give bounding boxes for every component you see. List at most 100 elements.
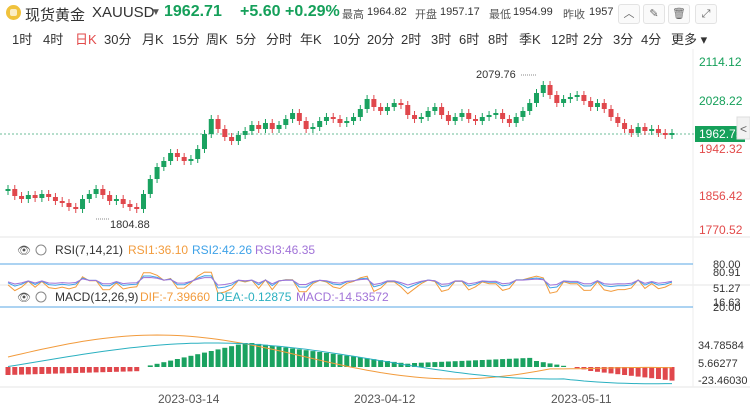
macd-bar (445, 361, 451, 367)
macd-bar (195, 354, 201, 367)
date-axis-label: 2023-03-14 (158, 392, 220, 406)
macd-bar (222, 347, 228, 367)
gear-icon[interactable] (35, 244, 47, 256)
candle-body (547, 85, 553, 95)
stat-low-value: 1954.99 (513, 6, 553, 18)
chart-area[interactable]: 2079.76 1804.88 2114.12 2028.22 1962.73 … (0, 49, 750, 409)
candle-body (195, 149, 201, 159)
tab-8[interactable]: 分时 (266, 32, 293, 47)
candle-body (574, 95, 580, 97)
macd-eye-icon[interactable]: 👁 (17, 292, 31, 304)
tab-12[interactable]: 2时 (401, 32, 422, 47)
candle-body (371, 99, 377, 107)
tab-16[interactable]: 季K (519, 32, 541, 47)
rsi3-line (7, 276, 673, 286)
candle-body (581, 95, 587, 101)
macd-bar (188, 355, 194, 367)
tab-11[interactable]: 20分 (367, 32, 395, 47)
candle-body (5, 189, 11, 191)
macd-bar (615, 367, 621, 375)
tab-2[interactable]: 日K (75, 32, 97, 47)
macd-gear-icon[interactable] (35, 291, 47, 303)
candle-body (459, 113, 465, 117)
tab-18[interactable]: 2分 (583, 32, 604, 47)
candle-body (337, 119, 343, 123)
macd-bar (80, 367, 86, 373)
macd-bar (181, 357, 187, 367)
macd-bar (412, 363, 418, 367)
period-tabs: 1时 4时 日K 30分 月K 15分 周K 5分 分时 年K 10分 20分 2时 3时 6时 8时 季K 12… (0, 27, 750, 49)
macd-bar (276, 346, 282, 367)
macd-axis-label: 5.66277 (698, 358, 738, 370)
candle-body (59, 201, 65, 203)
rsi-axis-label: 51.27 (713, 283, 741, 295)
candle-body (635, 127, 641, 133)
candle-body (134, 207, 140, 209)
macd-bar (527, 357, 533, 367)
candle-body (283, 119, 289, 125)
tab-14[interactable]: 6时 (459, 32, 480, 47)
tab-10[interactable]: 10分 (333, 32, 361, 47)
candle-body (418, 117, 424, 119)
stat-high-value: 1964.82 (367, 6, 407, 18)
candle-body (161, 161, 167, 167)
macd-bar (520, 358, 526, 367)
side-arrow-icon[interactable]: < (740, 122, 747, 136)
candle-body (642, 127, 648, 131)
trash-icon[interactable]: 🗑 (668, 4, 690, 24)
macd-bar (459, 360, 465, 367)
tab-0[interactable]: 1时 (12, 32, 33, 47)
tab-6[interactable]: 周K (206, 32, 228, 47)
candle-body (473, 119, 479, 121)
tab-15[interactable]: 8时 (488, 32, 509, 47)
macd-bar (154, 363, 160, 367)
macd-bar (52, 367, 58, 374)
tab-19[interactable]: 3分 (613, 32, 634, 47)
tab-13[interactable]: 3时 (431, 32, 452, 47)
dif-line (7, 334, 673, 380)
tab-9[interactable]: 年K (300, 32, 322, 47)
candle-body (486, 115, 492, 117)
collapse-icon[interactable]: ︿ (618, 4, 640, 24)
candle-body (269, 123, 275, 129)
candle-body (439, 107, 445, 115)
edit-icon[interactable]: ✎ (643, 4, 665, 24)
tab-4[interactable]: 月K (142, 32, 164, 47)
tab-5[interactable]: 15分 (172, 32, 200, 47)
macd-bar (533, 361, 539, 367)
candle-body (513, 117, 519, 123)
candle-body (39, 194, 45, 198)
expand-icon[interactable]: ⤢ (695, 4, 717, 24)
tab-7[interactable]: 5分 (236, 32, 257, 47)
macd-bar (398, 362, 404, 367)
symbol-dropdown-icon[interactable]: ▼ (151, 7, 161, 18)
tab-17[interactable]: 12时 (551, 32, 579, 47)
eye-icon[interactable]: 👁 (17, 245, 31, 257)
candle-body (567, 97, 573, 99)
candle-body (323, 117, 329, 121)
macd-bar (601, 367, 607, 373)
macd-bar (235, 344, 241, 367)
candle-body (229, 137, 235, 141)
low-label: 1804.88 (110, 219, 150, 231)
macd-bar (113, 367, 119, 372)
candle-body (479, 117, 485, 121)
macd-bar (418, 362, 424, 367)
tab-20[interactable]: 4分 (641, 32, 662, 47)
candle-body (249, 125, 255, 131)
tab-21[interactable]: 更多 ▾ (671, 32, 708, 47)
macd-bar (371, 359, 377, 367)
macd-bar (669, 367, 675, 381)
candle-body (235, 135, 241, 141)
candle-body (378, 107, 384, 111)
candle-body (174, 153, 180, 157)
tab-3[interactable]: 30分 (104, 32, 132, 47)
side-panel-toggle[interactable] (736, 116, 750, 140)
tab-1[interactable]: 4时 (43, 32, 64, 47)
candle-body (141, 194, 147, 209)
candle-body (588, 101, 594, 107)
macd-bar (262, 344, 268, 367)
rsi-axis-label: 16.63 (713, 297, 741, 309)
candle-body (86, 194, 92, 199)
macd-bar (32, 367, 38, 375)
